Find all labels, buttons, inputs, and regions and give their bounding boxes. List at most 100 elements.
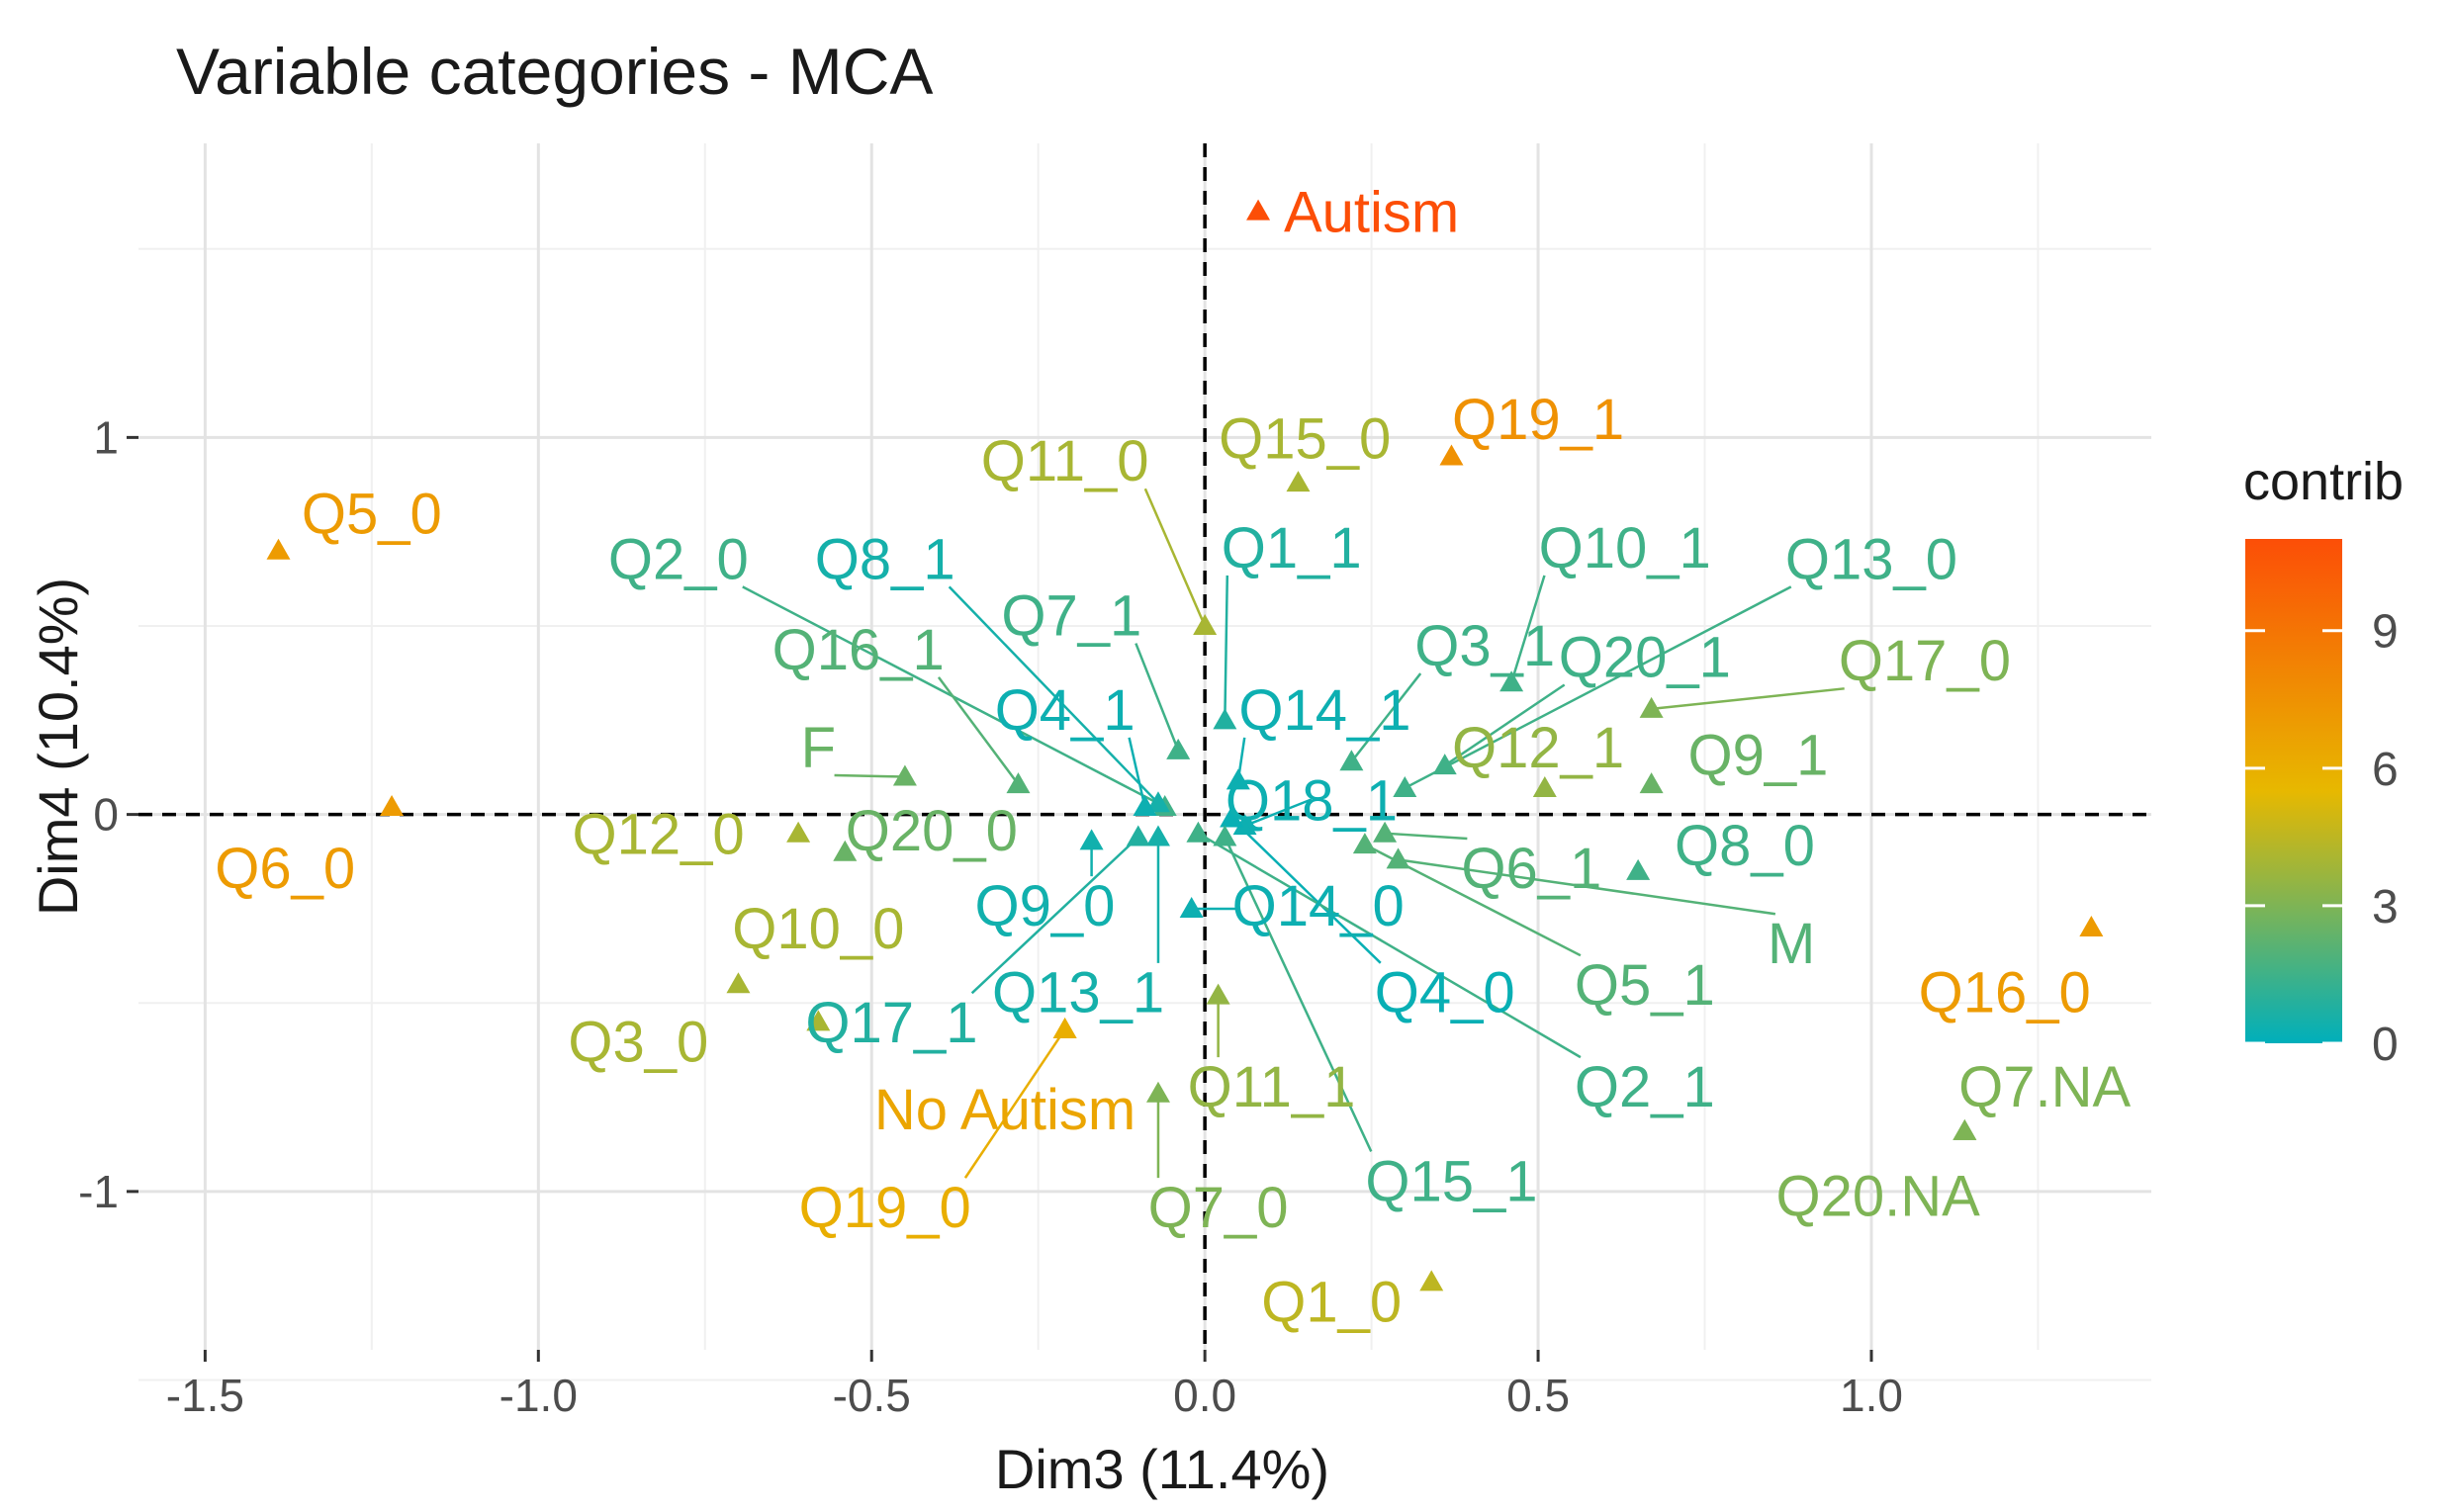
point-label: Q17_0 (1839, 629, 2011, 693)
point-label: Q16_0 (1919, 961, 2091, 1025)
point-marker (1213, 825, 1237, 846)
point-marker (1639, 696, 1664, 718)
point-marker (1193, 614, 1218, 635)
point-label: Q11_0 (981, 429, 1149, 493)
point-marker (1339, 750, 1364, 771)
point-label: Q3_1 (1414, 614, 1555, 678)
point-label: Q17_1 (805, 991, 977, 1055)
point-marker (892, 764, 917, 786)
leader-line (1509, 575, 1546, 683)
point-label: Q7_0 (1148, 1176, 1289, 1240)
point-marker (1639, 772, 1664, 794)
point-label: Q20_1 (1559, 625, 1731, 689)
point-label: Q4_0 (1375, 961, 1515, 1025)
point-marker (1052, 1017, 1077, 1038)
point-label: Q1_0 (1261, 1270, 1402, 1334)
leader-line (1128, 737, 1146, 808)
point-marker (1246, 199, 1271, 221)
point-marker (1232, 814, 1257, 836)
chart-title: Variable categories - MCA (176, 35, 933, 108)
leader-line (1651, 687, 1845, 711)
point-label: Q15_0 (1219, 406, 1391, 471)
point-marker (1220, 806, 1244, 828)
point-label: Q10_0 (732, 897, 904, 961)
point-marker (1126, 825, 1150, 846)
y-tick-label: 0 (93, 789, 119, 841)
leader-line (1398, 858, 1776, 916)
point-marker (1386, 847, 1410, 869)
point-marker (1206, 983, 1230, 1005)
point-label: F (801, 716, 836, 780)
y-axis-label: Dim4 (10.4%) (27, 578, 89, 916)
point-label: Q14_0 (1232, 874, 1405, 938)
point-marker (380, 795, 405, 816)
x-tick-label: 0.0 (1173, 1370, 1236, 1421)
point-label: Q5_1 (1575, 953, 1715, 1018)
leader-line (1244, 798, 1313, 828)
point-marker (1419, 1270, 1444, 1291)
leader-line (1197, 832, 1582, 1059)
point-label: Q2_0 (608, 527, 749, 591)
point-label: Q9_0 (974, 874, 1115, 938)
point-label: Autism (1284, 181, 1459, 245)
point-marker (1626, 858, 1651, 880)
x-tick-label: -1.0 (499, 1370, 578, 1421)
point-label: Q20_0 (846, 799, 1018, 863)
point-label: Q1_1 (1222, 516, 1362, 580)
y-tick-label: 1 (93, 411, 119, 463)
x-tick-label: -1.5 (166, 1370, 244, 1421)
point-label: Q15_1 (1365, 1149, 1537, 1213)
point-labels: Autism Q19_1 Q15_0 Q11_0 Q5_0 Q6_0 Q2_0 Q8_1 Q1_… (215, 181, 2131, 1335)
point-marker (1953, 1118, 1977, 1140)
point-marker (1226, 768, 1250, 790)
point-marker (1079, 829, 1104, 850)
legend-ticks: 0 3 6 9 (2245, 606, 2399, 1071)
legend-title: contrib (2243, 452, 2404, 511)
leader-line (1230, 817, 1382, 964)
point-label: Q12_1 (1452, 716, 1624, 780)
point-label: Q13_0 (1785, 527, 1957, 591)
point-marker (1133, 795, 1157, 816)
leader-lines (742, 488, 1845, 1179)
point-marker (1186, 821, 1211, 843)
leader-line (948, 585, 1159, 805)
x-tick-label: -0.5 (833, 1370, 911, 1421)
point-marker (1166, 738, 1191, 759)
point-label: Q4_1 (995, 678, 1135, 743)
leader-line (970, 836, 1139, 995)
legend-tick-label: 3 (2372, 881, 2399, 934)
point-label: Q18_1 (1226, 768, 1398, 833)
leader-line (834, 773, 905, 778)
leader-line (1224, 575, 1229, 721)
point-marker (1145, 791, 1170, 813)
x-axis-label: Dim3 (11.4%) (995, 1438, 1329, 1500)
point-label: Q8_1 (815, 527, 955, 591)
point-label: Q20.NA (1776, 1165, 1981, 1229)
point-marker (1006, 772, 1031, 794)
leader-line (1385, 832, 1468, 841)
point-label: Q11_1 (1188, 1055, 1356, 1119)
point-label: No Autism (874, 1078, 1135, 1142)
point-label: Q7.NA (1958, 1055, 2131, 1119)
point-marker (806, 1010, 831, 1031)
point-marker (1532, 775, 1557, 797)
point-label: Q9_1 (1687, 724, 1828, 788)
point-marker (266, 538, 291, 560)
point-label: Q10_1 (1539, 516, 1711, 580)
x-tick-label: 1.0 (1840, 1370, 1903, 1421)
point-marker (1286, 471, 1311, 492)
point-marker (833, 840, 858, 861)
point-marker (1179, 896, 1204, 918)
leader-line (1404, 585, 1792, 790)
point-label: Q6_0 (215, 837, 355, 901)
legend-tick-label: 9 (2372, 606, 2399, 659)
leader-line (1444, 683, 1566, 767)
point-label: Q14_1 (1238, 678, 1410, 743)
leader-line (1224, 836, 1373, 1152)
point-marker (1145, 1081, 1170, 1103)
point-marker (1145, 825, 1170, 846)
leader-line (963, 1028, 1066, 1179)
point-marker (1352, 833, 1377, 854)
